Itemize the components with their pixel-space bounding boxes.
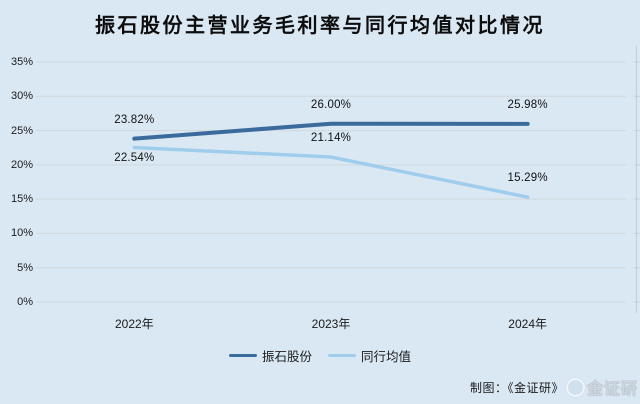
- legend-line-swatch-series2: [328, 354, 356, 357]
- legend-item-peer-average: 同行均值: [328, 346, 411, 365]
- x-axis-label: 2022年: [114, 317, 154, 331]
- data-label: 26.00%: [310, 98, 352, 111]
- series-line-1: [132, 121, 530, 141]
- data-label: 23.82%: [114, 113, 155, 126]
- chart-footer: 制图：《金证研》 金证研: [470, 374, 640, 400]
- credit-text: 制图：《金证研》: [469, 380, 564, 395]
- watermark: 金证研: [565, 375, 638, 399]
- y-axis-label: 30%: [10, 90, 33, 103]
- watermark-logo-icon: [565, 377, 585, 397]
- watermark-text: 金证研: [586, 381, 638, 398]
- y-axis-label: 15%: [10, 193, 33, 206]
- legend-item-zhenshi: 振石股份: [228, 346, 312, 365]
- legend: 振石股份 同行均值: [0, 346, 640, 365]
- y-axis-label: 20%: [10, 158, 33, 171]
- y-axis-label: 25%: [10, 124, 33, 137]
- y-axis-label: 0%: [17, 296, 33, 308]
- x-axis-label: 2023年: [311, 317, 351, 331]
- data-label: 25.98%: [507, 98, 548, 111]
- series-line-2: [132, 145, 530, 199]
- data-label: 21.14%: [310, 132, 352, 145]
- data-label: 15.29%: [507, 172, 548, 185]
- y-axis-label: 35%: [10, 56, 33, 68]
- y-axis-label: 5%: [17, 261, 33, 274]
- y-axis-label: 10%: [10, 227, 33, 240]
- legend-label-series1: 振石股份: [261, 350, 312, 364]
- legend-line-swatch-series1: [228, 354, 257, 357]
- legend-label-series2: 同行均值: [361, 350, 412, 364]
- x-axis-label: 2024年: [508, 317, 548, 331]
- data-label: 22.54%: [114, 152, 155, 165]
- chart-title: 振石股份主营业务毛利率与同行均值对比情况: [95, 15, 545, 37]
